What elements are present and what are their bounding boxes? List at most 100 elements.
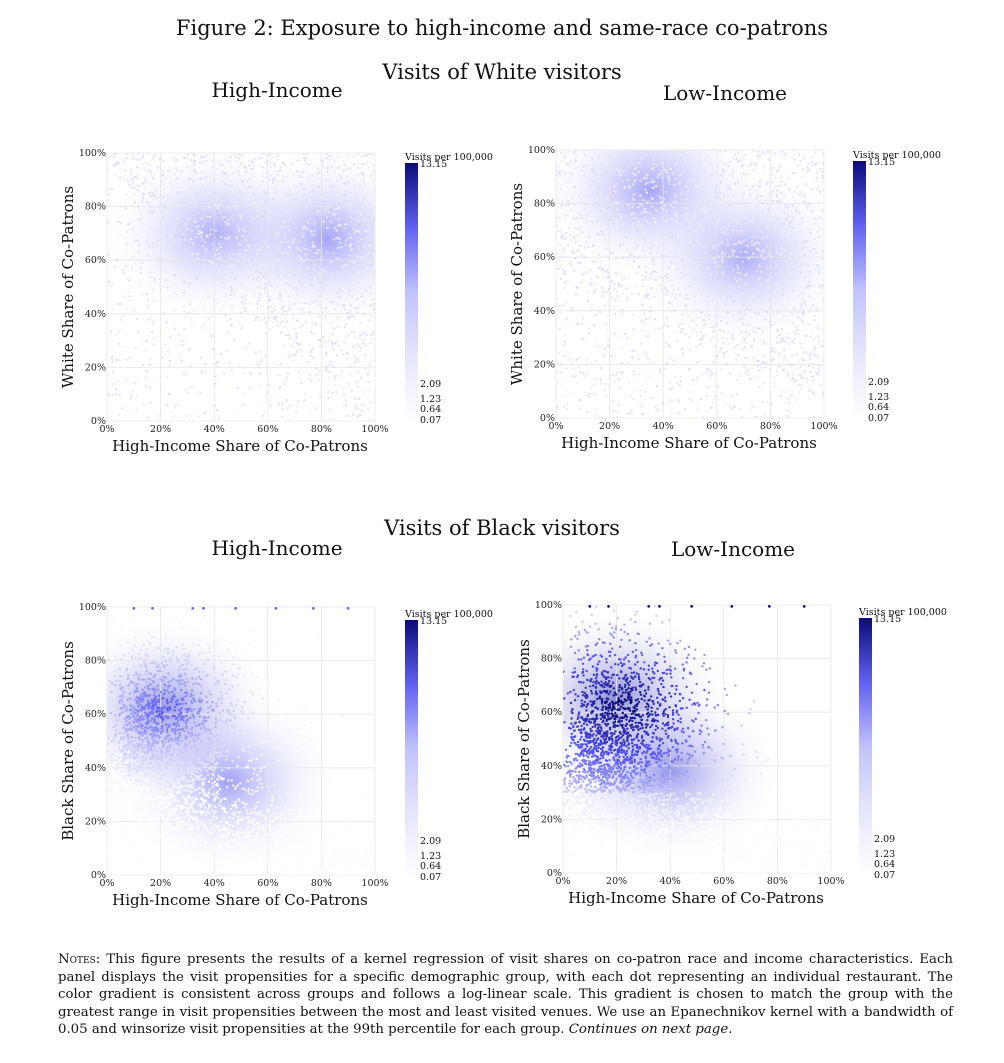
restaurant-dot xyxy=(810,188,813,191)
restaurant-dot xyxy=(341,340,344,343)
restaurant-dot xyxy=(284,275,287,278)
restaurant-dot xyxy=(193,159,196,163)
restaurant-dot xyxy=(604,239,607,242)
restaurant-dot xyxy=(183,627,186,631)
restaurant-dot xyxy=(586,199,589,203)
restaurant-dot xyxy=(742,192,745,195)
restaurant-dot xyxy=(665,279,668,282)
restaurant-dot xyxy=(556,361,558,364)
restaurant-dot xyxy=(666,249,670,252)
restaurant-dot xyxy=(721,315,724,318)
restaurant-dot xyxy=(681,234,684,237)
restaurant-dot xyxy=(630,253,634,257)
restaurant-dot xyxy=(163,311,166,314)
restaurant-dot xyxy=(714,216,717,219)
restaurant-dot xyxy=(693,236,696,239)
restaurant-dot xyxy=(270,310,274,313)
restaurant-dot xyxy=(216,796,220,800)
restaurant-dot xyxy=(798,249,801,252)
restaurant-dot xyxy=(262,275,266,278)
restaurant-dot xyxy=(585,240,588,243)
restaurant-dot xyxy=(750,367,754,370)
restaurant-dot xyxy=(787,397,790,401)
restaurant-dot xyxy=(258,364,261,367)
restaurant-dot xyxy=(726,289,729,293)
restaurant-dot xyxy=(205,248,208,252)
restaurant-dot xyxy=(190,828,194,831)
restaurant-dot xyxy=(803,232,806,235)
restaurant-dot xyxy=(258,264,261,267)
restaurant-dot xyxy=(271,212,274,215)
restaurant-dot xyxy=(561,383,564,386)
restaurant-dot xyxy=(110,792,114,795)
restaurant-dot xyxy=(765,236,769,239)
restaurant-dot xyxy=(308,873,311,875)
restaurant-dot xyxy=(157,165,160,168)
restaurant-dot xyxy=(716,165,720,168)
restaurant-dot xyxy=(120,750,124,753)
restaurant-dot xyxy=(687,324,691,327)
restaurant-dot xyxy=(739,173,742,177)
restaurant-dot xyxy=(353,397,357,400)
restaurant-dot xyxy=(726,232,729,235)
restaurant-dot xyxy=(155,196,158,199)
restaurant-dot xyxy=(207,808,210,811)
restaurant-dot xyxy=(586,272,589,275)
restaurant-dot xyxy=(342,404,345,407)
restaurant-dot xyxy=(569,237,572,241)
restaurant-dot xyxy=(304,392,307,395)
restaurant-dot xyxy=(807,364,810,368)
restaurant-dot xyxy=(652,162,655,166)
restaurant-dot xyxy=(684,304,688,307)
restaurant-dot xyxy=(173,406,176,409)
restaurant-dot xyxy=(119,205,122,208)
restaurant-dot xyxy=(303,196,306,199)
restaurant-dot xyxy=(766,180,769,183)
restaurant-dot xyxy=(268,216,271,219)
restaurant-dot xyxy=(638,401,641,405)
colorbar-label: Visits per 100,000 xyxy=(852,150,941,161)
restaurant-dot xyxy=(640,342,643,345)
restaurant-dot xyxy=(610,251,613,255)
restaurant-dot xyxy=(270,219,274,222)
restaurant-dot xyxy=(253,158,256,161)
restaurant-dot xyxy=(697,287,701,290)
restaurant-dot xyxy=(331,340,334,343)
restaurant-dot xyxy=(357,381,360,384)
restaurant-dot xyxy=(352,163,356,166)
restaurant-dot xyxy=(791,321,794,324)
restaurant-dot xyxy=(568,226,571,230)
restaurant-dot xyxy=(669,260,672,264)
restaurant-dot xyxy=(354,188,357,191)
restaurant-dot xyxy=(712,330,715,333)
restaurant-dot xyxy=(687,211,690,215)
restaurant-dot xyxy=(605,164,608,167)
restaurant-dot xyxy=(307,267,310,270)
restaurant-dot xyxy=(661,233,664,236)
restaurant-dot xyxy=(597,179,601,182)
restaurant-dot xyxy=(668,402,671,405)
restaurant-dot xyxy=(730,295,733,298)
restaurant-dot xyxy=(701,416,705,418)
restaurant-dot xyxy=(690,253,694,256)
restaurant-dot xyxy=(312,332,315,336)
restaurant-dot xyxy=(264,176,267,179)
restaurant-dot xyxy=(247,717,250,720)
restaurant-dot xyxy=(248,280,251,283)
restaurant-dot xyxy=(315,175,318,178)
restaurant-dot xyxy=(573,203,576,207)
restaurant-dot xyxy=(617,403,621,407)
restaurant-dot xyxy=(772,266,775,270)
restaurant-dot xyxy=(661,393,664,396)
restaurant-dot xyxy=(609,280,613,283)
restaurant-dot xyxy=(675,239,678,242)
restaurant-dot xyxy=(224,314,227,317)
restaurant-dot xyxy=(116,380,119,384)
restaurant-dot xyxy=(792,289,795,292)
restaurant-dot xyxy=(780,327,784,331)
restaurant-dot xyxy=(330,836,333,839)
restaurant-dot xyxy=(237,667,241,670)
restaurant-dot xyxy=(675,292,678,296)
restaurant-dot xyxy=(594,378,597,381)
restaurant-dot xyxy=(160,179,163,182)
